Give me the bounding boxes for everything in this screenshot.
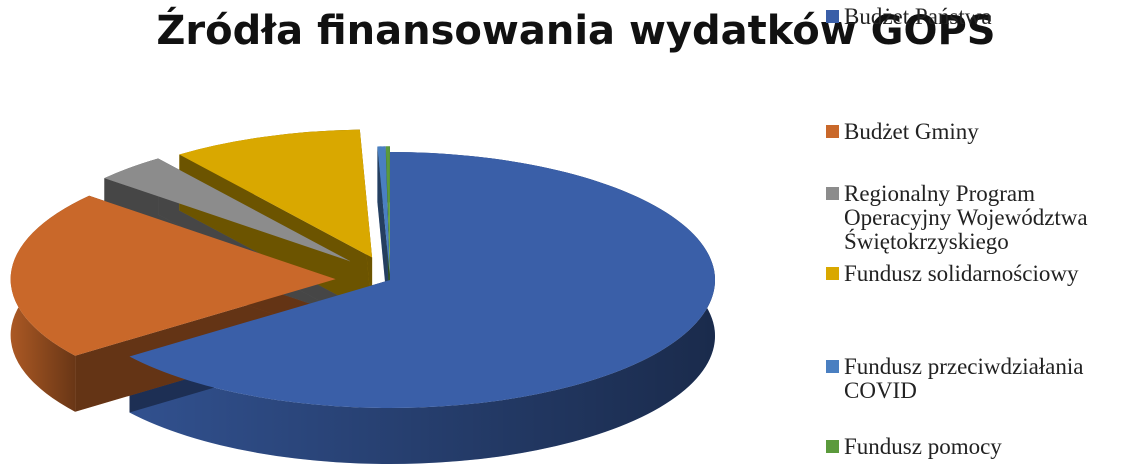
legend-item: Budżet Gminy (826, 120, 1129, 144)
pie-side-shade-0 (129, 152, 716, 464)
legend-swatch (826, 10, 839, 23)
legend-item: Budżet Państwa (826, 5, 1129, 29)
legend-swatch (826, 360, 839, 373)
pie-tops (10, 129, 716, 409)
legend-swatch (826, 125, 839, 138)
legend-label: Fundusz przeciwdziałania COVID (844, 354, 1084, 403)
pie-slice-3 (179, 129, 373, 258)
pie-slice-4 (377, 146, 390, 275)
legend-label: Fundusz pomocy (844, 434, 1002, 459)
pie-slice-2 (104, 158, 351, 262)
legend-swatch (826, 187, 839, 200)
pie-slice-5 (385, 146, 390, 275)
legend-label: Regionalny Program Operacyjny Województw… (844, 181, 1088, 254)
legend-label: Fundusz solidarnościowy (844, 261, 1079, 286)
legend-item: Fundusz solidarnościowy (826, 262, 1129, 286)
chart-title: Źródła finansowania wydatków GOPS (156, 8, 996, 54)
legend-swatch (826, 440, 839, 453)
pie-slice-0 (129, 152, 716, 409)
legend-item: Fundusz pomocy (826, 435, 1129, 459)
legend-swatch (826, 267, 839, 280)
legend-label: Budżet Gminy (844, 119, 979, 144)
legend-label: Budżet Państwa (844, 4, 992, 29)
legend-item: Regionalny Program Operacyjny Województw… (826, 182, 1129, 254)
legend-item: Fundusz przeciwdziałania COVID (826, 355, 1129, 403)
pie-slice-1 (10, 195, 336, 356)
